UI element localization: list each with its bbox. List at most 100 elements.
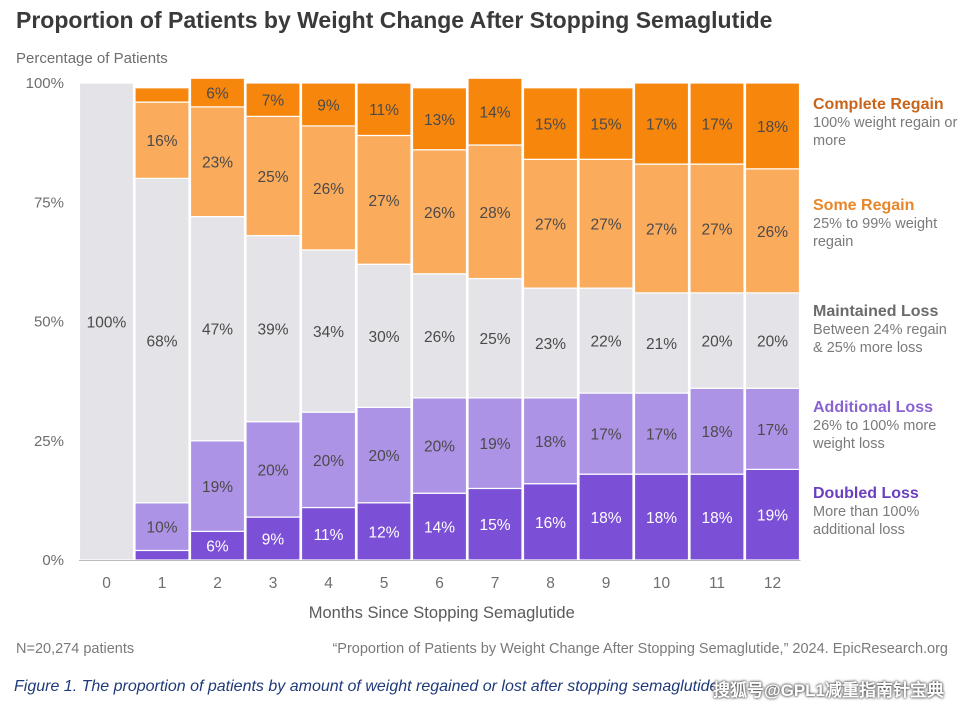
data-label: 22% — [590, 334, 621, 351]
data-label: 20% — [313, 453, 344, 470]
bar-segment-some-regain — [522, 158, 579, 289]
y-tick-label: 75% — [34, 194, 64, 211]
data-label: 10% — [146, 520, 177, 537]
data-label: 23% — [202, 155, 233, 172]
data-label: 27% — [646, 221, 677, 238]
data-label: 17% — [646, 427, 677, 444]
bar-segment-some-regain — [300, 125, 357, 251]
data-label: 17% — [701, 117, 732, 134]
bar-segment-complete-regain — [467, 77, 523, 146]
bar-segment-complete-regain — [300, 82, 357, 127]
bar-segment-complete-regain — [633, 82, 690, 165]
bar-segment-doubled-loss — [689, 473, 745, 561]
data-label: 18% — [701, 510, 732, 527]
bar-segment-maintained-loss — [134, 177, 190, 504]
legend-additional-loss: Additional Loss 26% to 100% more weight … — [813, 399, 958, 453]
data-label: 9% — [262, 532, 285, 549]
bar-segment-complete-regain — [744, 82, 801, 170]
bar-segment-some-regain — [689, 163, 745, 294]
bar-segment-some-regain — [245, 115, 301, 237]
data-label: 19% — [479, 436, 510, 453]
x-tick-label: 5 — [380, 575, 389, 592]
bar-segment-doubled-loss — [467, 487, 523, 561]
bar-segment-complete-regain — [578, 87, 634, 160]
data-label: 20% — [424, 439, 455, 456]
data-label: 18% — [701, 424, 732, 441]
bar-segment-some-regain — [356, 134, 412, 265]
data-label: 18% — [757, 119, 788, 136]
bar-segment-maintained-loss — [522, 287, 579, 399]
bar-segment-additional-loss — [467, 397, 523, 490]
data-label: 27% — [701, 221, 732, 238]
legend-complete-regain: Complete Regain 100% weight regain or mo… — [813, 96, 958, 150]
data-label: 39% — [257, 322, 288, 339]
bar-segment-complete-regain — [689, 82, 745, 165]
data-label: 20% — [368, 448, 399, 465]
bar-segment-some-regain — [467, 144, 523, 280]
data-label: 34% — [313, 324, 344, 341]
bar-segment-some-regain — [134, 101, 190, 180]
data-label: 68% — [146, 334, 177, 351]
data-label: 15% — [479, 517, 510, 534]
figure-caption: Figure 1. The proportion of patients by … — [14, 678, 723, 695]
data-label: 14% — [424, 520, 455, 537]
bar-segment-complete-regain — [356, 82, 412, 137]
data-label: 17% — [646, 117, 677, 134]
watermark: 搜狐号@GPL1减重指南针宝典 — [713, 681, 944, 700]
legend-title-maintained-loss: Maintained Loss — [813, 303, 939, 320]
legend-desc-complete-regain: 100% weight regain or more — [813, 115, 958, 149]
bar-segment-maintained-loss — [356, 263, 412, 408]
x-tick-label: 7 — [491, 575, 500, 592]
bar-segment-additional-loss — [356, 406, 412, 504]
bar-segment-maintained-loss — [467, 277, 523, 399]
bar-segment-complete-regain — [411, 87, 468, 151]
x-tick-label: 11 — [709, 575, 725, 592]
data-label: 6% — [206, 86, 229, 103]
data-label: 15% — [535, 117, 566, 134]
data-label: 47% — [202, 322, 233, 339]
data-label: 17% — [757, 422, 788, 439]
data-label: 19% — [202, 479, 233, 496]
x-tick-label: 8 — [546, 575, 555, 592]
y-tick-label: 50% — [34, 314, 64, 331]
bar-segment-additional-loss — [744, 387, 801, 470]
y-axis-title: Percentage of Patients — [16, 50, 168, 67]
x-tick-label: 1 — [158, 575, 167, 592]
legend-desc-maintained-loss: Between 24% regain & 25% more loss — [813, 322, 947, 356]
data-label: 20% — [757, 334, 788, 351]
bar-segment-maintained-loss — [578, 287, 634, 394]
legend-title-additional-loss: Additional Loss — [813, 399, 933, 416]
data-label: 21% — [646, 336, 677, 353]
legend-maintained-loss: Maintained Loss Between 24% regain & 25%… — [813, 303, 958, 357]
data-label: 27% — [590, 217, 621, 234]
x-tick-label: 3 — [269, 575, 278, 592]
data-label: 20% — [257, 462, 288, 479]
data-label: 28% — [479, 205, 510, 222]
bar-segment-some-regain — [744, 168, 801, 294]
legend-some-regain: Some Regain 25% to 99% weight regain — [813, 197, 958, 251]
data-label: 26% — [424, 329, 455, 346]
data-label: 15% — [590, 117, 621, 134]
bar-segment-maintained-loss — [245, 235, 301, 423]
data-label: 14% — [479, 105, 510, 122]
data-label: 16% — [146, 133, 177, 150]
bar-segment-additional-loss — [300, 411, 357, 509]
bar-segment-doubled-loss — [300, 506, 357, 561]
data-label: 26% — [757, 224, 788, 241]
bar-segment-some-regain — [411, 149, 468, 275]
bar-segment-doubled-loss — [578, 473, 634, 561]
source-citation: “Proportion of Patients by Weight Change… — [332, 641, 948, 657]
bar-segment-additional-loss — [633, 392, 690, 475]
x-tick-label: 12 — [764, 575, 781, 592]
bar-segment-maintained-loss — [633, 292, 690, 394]
x-tick-label: 4 — [324, 575, 333, 592]
data-label: 27% — [368, 193, 399, 210]
data-label: 23% — [535, 336, 566, 353]
bar-segment-complete-regain — [245, 82, 301, 117]
bar-segment-complete-regain — [522, 87, 579, 160]
x-tick-label: 10 — [653, 575, 671, 592]
data-label: 12% — [368, 524, 399, 541]
legend-desc-doubled-loss: More than 100% additional loss — [813, 504, 920, 538]
bar-segment-doubled-loss — [134, 549, 190, 561]
x-tick-label: 9 — [602, 575, 611, 592]
